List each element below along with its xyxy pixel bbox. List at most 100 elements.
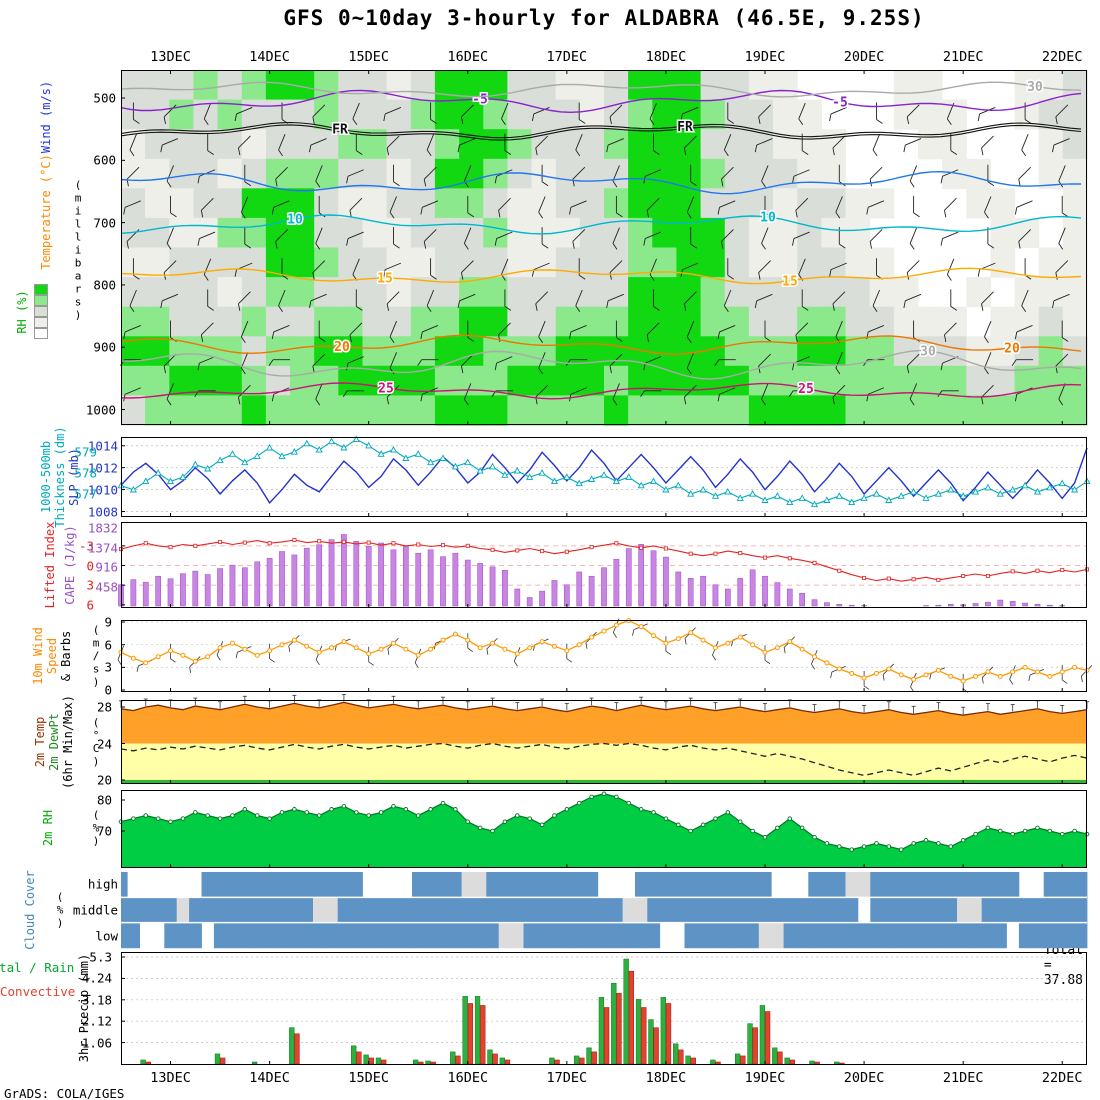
svg-text:20: 20 [334,340,350,355]
axis-tick-label: 458 [95,579,118,594]
axis-tick-label: 3 [86,577,94,593]
axis-tick-label: 18DEC [645,1070,687,1086]
axis-tick-label: 14DEC [249,1070,290,1086]
panel-wind10-svg [117,618,1093,693]
axis-tick-label: 500 [93,90,116,106]
axis-tick-label: 20DEC [843,49,885,65]
axis-tick-label: 80 [96,792,112,808]
svg-text:-5: -5 [472,92,488,107]
axis-tick-label: 916 [95,559,118,575]
svg-text:25: 25 [798,382,814,397]
axis-tick-label: 17DEC [546,1070,588,1086]
axis-tick-label: 1008 [87,504,118,520]
ylabel-wind10-3: & Barbs [59,630,73,682]
svg-text:FR: FR [332,123,348,138]
axis-tick-label: 5.3 [89,949,112,965]
ylabel-slp: SLP (mb) [67,448,81,506]
label-convective: Convective [0,984,76,999]
axis-tick-label: 700 [93,215,116,231]
axis-tick-label: 14DEC [249,49,290,65]
panel-rh2m-svg [118,790,1090,868]
axis-tick-label: 17DEC [546,49,588,65]
ylabel-wind10-1: 10m Wind [31,627,45,685]
axis-tick-label: 13DEC [150,49,191,65]
axis-tick-label: 28 [96,699,112,715]
cloud-row-label-low: low [95,928,118,944]
rh-legend-swatch [34,284,48,295]
svg-text:20: 20 [1004,342,1020,357]
rh-legend-swatch [34,317,48,328]
axis-tick-label: 18DEC [645,49,687,65]
axis-tick-label: 22DEC [1041,1070,1083,1086]
axis-tick-label: 13DEC [150,1070,191,1086]
axis-tick-label: 1012 [87,460,118,476]
ylabel-rh2m-unit: (%) [89,808,103,848]
ylabel-millibars: (millibars) [71,178,85,322]
label-total-rain: Total / Rain [0,960,75,975]
axis-tick-label: 0 [104,682,112,698]
axis-tick-label: 16DEC [447,49,489,65]
ylabel-minmax: (6hr Min/Max) [61,695,75,789]
ylabel-wind10-unit: (m/s) [89,623,103,689]
axis-tick-label: 19DEC [744,1070,786,1086]
axis-tick-label: 22DEC [1041,49,1083,65]
cloud-row-label-middle: middle [72,902,118,918]
axis-tick-label: 20DEC [843,1070,885,1086]
ylabel-rh2m: 2m RH [41,809,55,847]
ylabel-cloud-unit: (%) [53,890,67,930]
axis-tick-label: 1010 [87,482,118,498]
svg-text:25: 25 [378,381,394,396]
ylabel-temperature: Temperature (°C) [39,154,53,270]
axis-tick-label: 20 [96,772,112,788]
axis-tick-label: 800 [93,277,116,293]
axis-tick-label: 3 [104,659,112,675]
axis-tick-label: 9 [104,614,112,630]
axis-tick-label: -3 [78,538,94,554]
svg-text:30: 30 [920,344,936,359]
axis-tick-label: 21DEC [942,1070,984,1086]
panel-cape-svg [118,522,1090,608]
ylabel-t2m-unit: (°C) [89,716,103,768]
rh-color-legend [34,284,48,339]
axis-tick-label: 1374 [87,540,118,555]
ylabel-wind: Wind (m/s) [39,80,53,154]
ylabel-lifted-index: Lifted Index [43,521,57,609]
cloud-row-label-high: high [87,876,118,892]
ylabel-wind10-2: Speed [45,637,59,675]
ylabel-rh: RH (%) [15,290,29,334]
ylabel-thickness-1: 1000-500mb [39,440,53,514]
panel-cloud-svg [121,872,1088,949]
rh-legend-swatch [34,295,48,306]
axis-tick-label: 6 [86,597,94,613]
svg-text:10: 10 [760,210,776,225]
panel-t2m-svg [119,694,1089,784]
panel-slp-svg [117,435,1091,517]
axis-tick-label: 21DEC [942,49,984,65]
svg-text:15: 15 [782,274,798,289]
rh-legend-swatch [34,328,48,339]
page-title: GFS 0~10day 3-hourly for ALDABRA (46.5E,… [283,6,925,30]
axis-tick-label: 16DEC [447,1070,489,1086]
axis-tick-label: 1000 [85,402,116,418]
axis-tick-label: 19DEC [744,49,786,65]
ylabel-cape: CAPE (J/kg) [63,525,77,605]
svg-text:-5: -5 [832,95,848,110]
ylabel-t2m: 2m Temp [33,716,47,768]
grads-credit: GrADS: COLA/IGES [4,1086,125,1100]
axis-tick-label: 6 [104,637,112,653]
axis-tick-label: 1832 [87,520,118,536]
axis-tick-label: 1014 [87,438,118,454]
ylabel-cloud-cover: Cloud Cover [23,870,37,950]
ylabel-dewpt: 2m DewPt [47,713,61,771]
axis-tick-label: 15DEC [348,1070,390,1086]
svg-text:30: 30 [1027,80,1043,95]
axis-tick-label: 0 [86,558,94,573]
axis-tick-label: 600 [93,152,116,168]
axis-tick-label: 900 [93,339,116,355]
svg-text:FR: FR [677,120,693,135]
svg-text:15: 15 [377,272,393,287]
svg-text:10: 10 [287,213,303,228]
panel-precip-svg [121,952,1087,1065]
rh-legend-swatch [34,306,48,317]
